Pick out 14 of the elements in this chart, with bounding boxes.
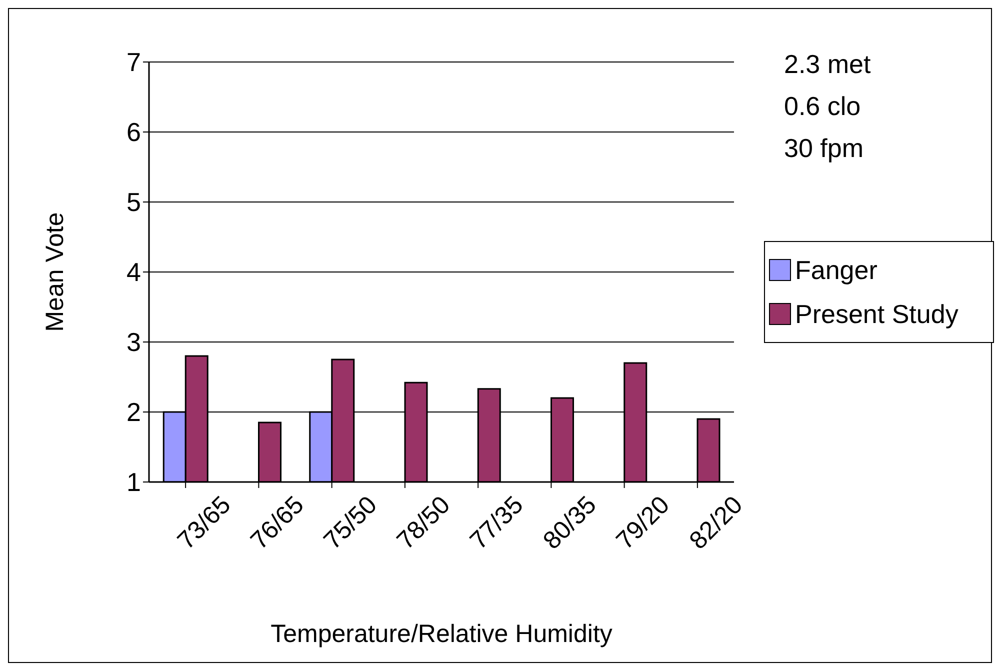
- y-tick-label: 4: [126, 257, 141, 288]
- x-axis-title: Temperature/Relative Humidity: [270, 620, 613, 648]
- y-tick-label: 1: [126, 467, 141, 498]
- y-tick-label: 5: [126, 187, 141, 218]
- legend-label: Present Study: [795, 298, 958, 330]
- text: 2.3 met: [784, 48, 871, 81]
- y-tick-label: 7: [126, 47, 141, 78]
- text: 0.6 clo: [784, 90, 862, 123]
- y-axis-title: Mean Vote: [40, 212, 69, 332]
- y-tick-label: 3: [126, 327, 141, 358]
- y-tick-label: 6: [126, 117, 141, 148]
- y-tick-label: 2: [126, 397, 141, 428]
- legend-label: Fanger: [795, 254, 878, 286]
- text: 30 fpm: [784, 132, 864, 165]
